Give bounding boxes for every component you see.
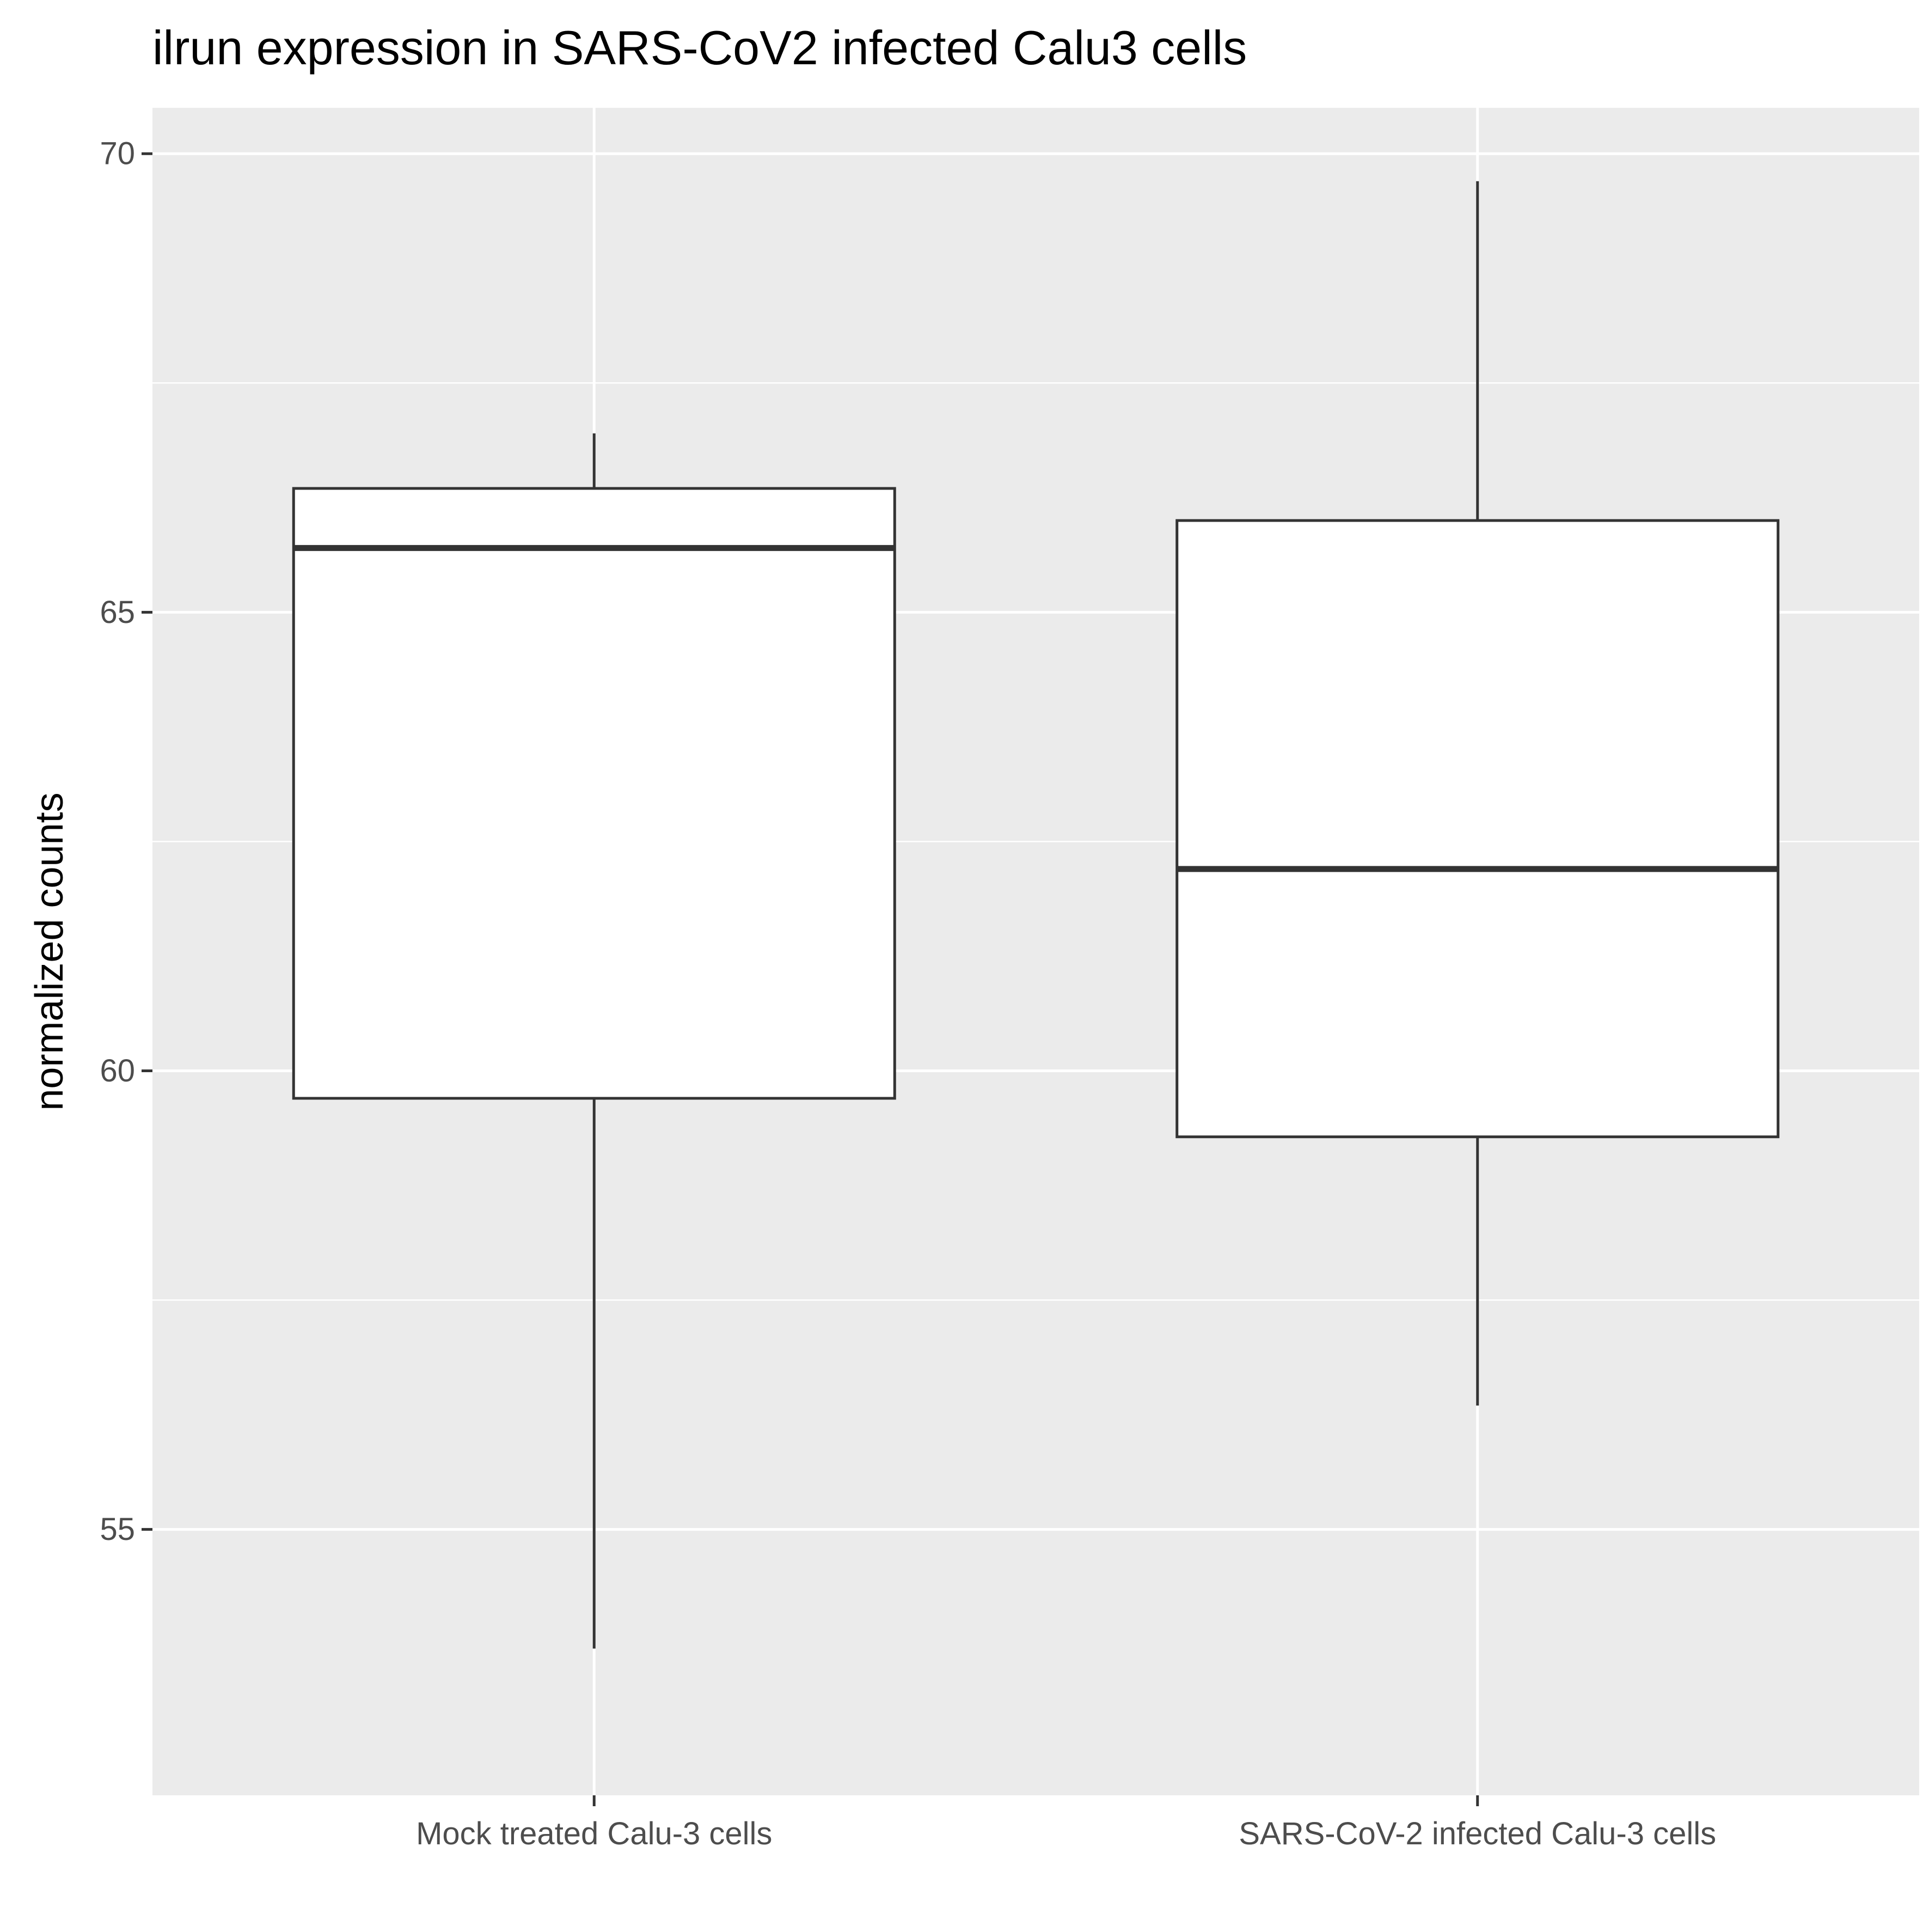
x-tick-label: Mock treated Calu-3 cells <box>416 1816 772 1851</box>
boxplot-series <box>292 181 1780 1649</box>
boxplot-group <box>1175 181 1780 1406</box>
iqr-box <box>292 487 896 1100</box>
x-tick-label: SARS-CoV-2 infected Calu-3 cells <box>1239 1816 1716 1851</box>
iqr-box <box>1175 519 1780 1139</box>
boxplot-group <box>292 433 896 1649</box>
chart-title: ilrun expression in SARS-CoV2 infected C… <box>152 21 1247 75</box>
axes: 55 60 65 70 Mock treated Calu-3 cells SARS-Co… <box>100 136 1716 1851</box>
y-tick-label: 65 <box>100 595 135 630</box>
y-tick-label: 55 <box>100 1512 135 1547</box>
y-axis-label: normalized counts <box>28 792 71 1110</box>
y-tick-label: 60 <box>100 1053 135 1089</box>
y-tick-label: 70 <box>100 136 135 172</box>
